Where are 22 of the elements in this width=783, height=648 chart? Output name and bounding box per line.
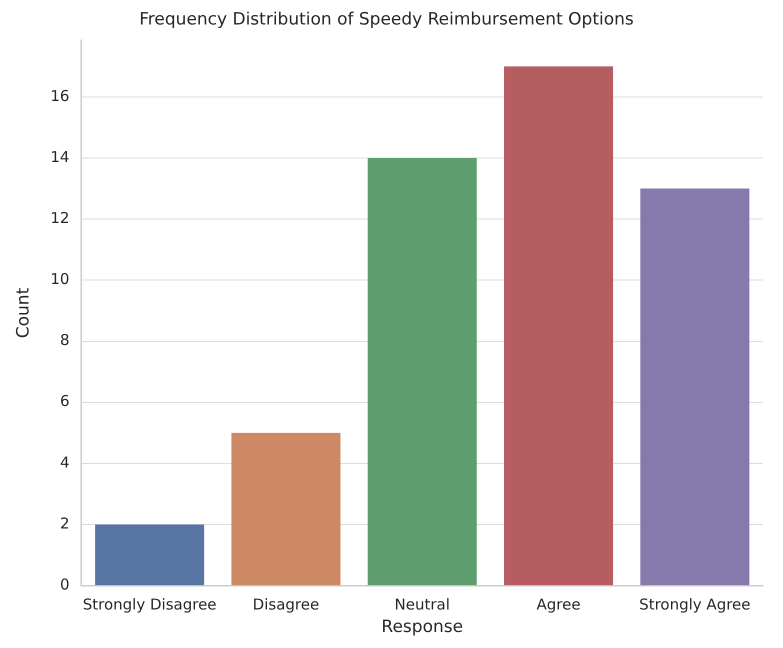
x-axis-title: Response xyxy=(381,617,464,638)
chart-title: Frequency Distribution of Speedy Reimbursement Options xyxy=(139,10,634,30)
y-tick-label: 16 xyxy=(50,86,70,105)
y-tick-label: 0 xyxy=(60,575,70,594)
x-tick-label: Strongly Agree xyxy=(639,595,751,614)
x-tick-label: Strongly Disagree xyxy=(82,595,217,614)
y-tick-label: 4 xyxy=(60,453,70,472)
y-tick-label: 14 xyxy=(50,148,70,166)
y-tick-label: 10 xyxy=(50,270,70,288)
bar xyxy=(504,66,614,586)
x-tick-label: Neutral xyxy=(394,595,450,614)
y-tick-label: 6 xyxy=(60,392,70,410)
y-tick-label: 12 xyxy=(50,208,70,227)
bar xyxy=(368,158,477,586)
x-tick-label: Disagree xyxy=(252,595,320,614)
y-tick-label: 2 xyxy=(60,514,70,532)
bar xyxy=(640,188,750,586)
x-tick-label: Agree xyxy=(536,595,581,614)
bar xyxy=(95,524,204,586)
y-tick-label: 8 xyxy=(60,331,70,350)
y-axis-title: Count xyxy=(14,287,34,338)
bar xyxy=(231,432,340,586)
